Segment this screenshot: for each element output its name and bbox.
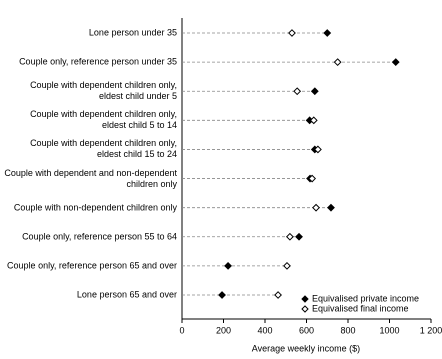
category-label: Couple only, reference person 55 to 64 (22, 231, 177, 242)
category-label: Couple only, reference person under 35 (19, 56, 177, 67)
dot-marker (283, 261, 291, 270)
dot-marker (327, 203, 335, 212)
dot-marker (308, 174, 317, 183)
x-tick-label: 1000 (379, 325, 399, 335)
category-label: Couple with dependent children only, eld… (30, 80, 177, 102)
dot-marker (312, 203, 320, 212)
dot-marker (391, 58, 400, 67)
legend-label: Equivalised private income (312, 293, 419, 303)
category-label: Couple with dependent children only, eld… (30, 138, 177, 160)
dot-marker (323, 29, 332, 37)
dot-marker (314, 145, 322, 154)
category-label: Couple with dependent children only, eld… (30, 109, 177, 131)
dot-marker (218, 291, 226, 299)
dot-marker (310, 87, 319, 96)
dot-marker (295, 232, 303, 241)
x-tick-label: 200 (216, 325, 231, 335)
legend-marker (301, 295, 309, 303)
category-label: Lone person 65 and over (76, 289, 177, 300)
legend-label: Equivalised final income (312, 303, 409, 313)
dot-marker (309, 116, 318, 125)
dot-marker (224, 261, 232, 270)
category-label: Couple with non-dependent children only (13, 202, 177, 213)
category-label: Couple only, reference person 65 and ove… (7, 260, 177, 271)
x-axis-label: Average weekly income ($) (252, 343, 360, 353)
dot-marker (285, 232, 294, 241)
x-tick-label: 400 (257, 325, 272, 335)
category-label: Lone person under 35 (88, 27, 177, 38)
x-tick-label: 600 (299, 325, 314, 335)
x-tick-label: 0 (179, 325, 184, 335)
dot-marker (274, 291, 282, 299)
dot-marker (288, 29, 296, 37)
category-label: Couple with dependent and non-dependent … (4, 167, 177, 189)
x-tick-label: 1 200 (420, 325, 442, 335)
dot-marker (293, 87, 302, 96)
dot-marker (333, 58, 342, 67)
x-tick-label: 800 (340, 325, 355, 335)
legend-marker (301, 305, 309, 313)
